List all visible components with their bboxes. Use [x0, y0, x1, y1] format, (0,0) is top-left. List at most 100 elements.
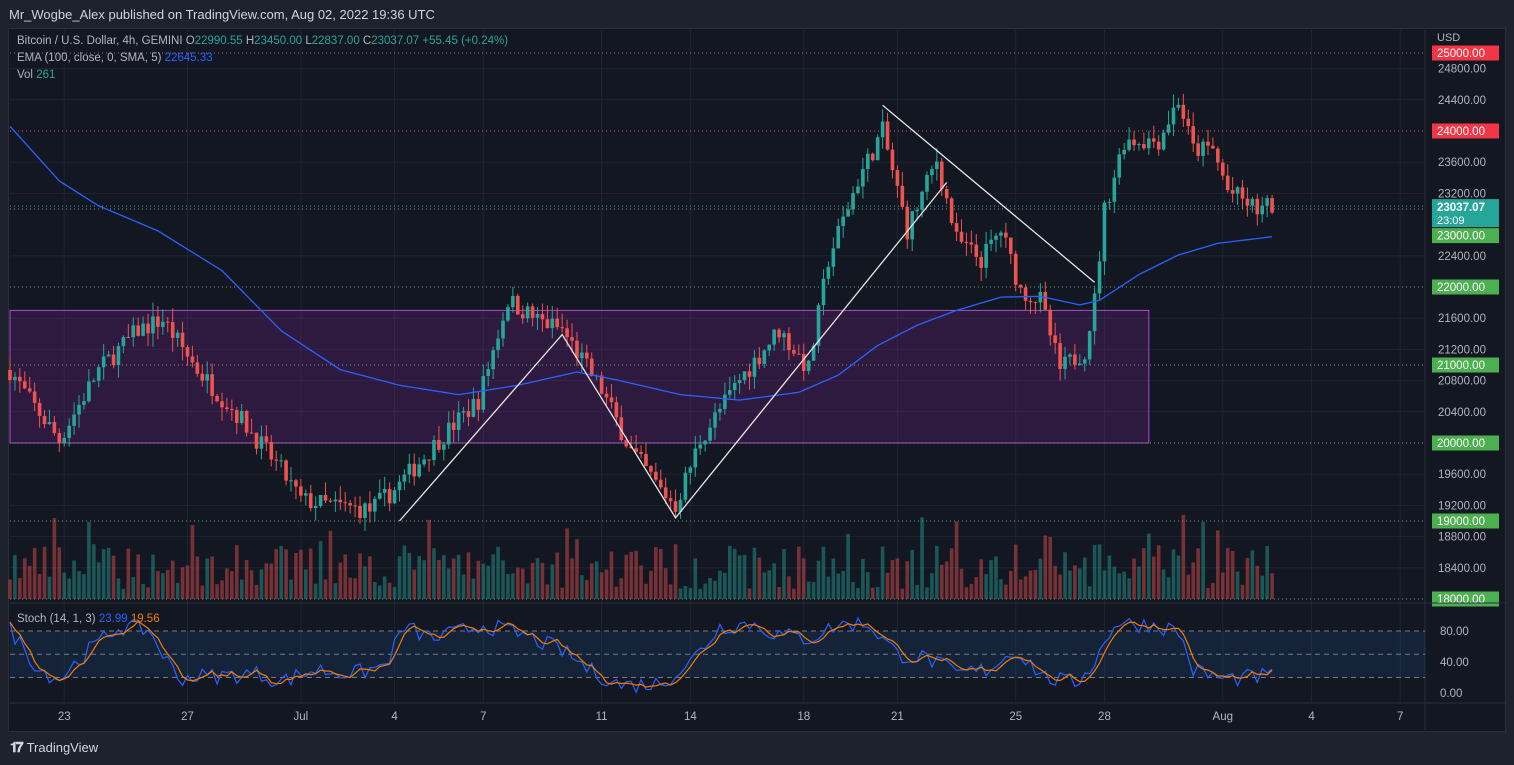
volume-bar: [742, 554, 747, 599]
candle-body: [1211, 145, 1215, 149]
volume-bar: [663, 568, 668, 599]
volume-bar: [1166, 577, 1171, 599]
candle-body: [353, 505, 357, 507]
candle-body: [831, 248, 836, 267]
candle-body: [210, 374, 214, 396]
volume-bar: [964, 587, 969, 599]
candle-body: [1038, 292, 1043, 303]
tradingview-logo[interactable]: 𝟏𝟕 TradingView: [10, 739, 99, 755]
volume-bar: [575, 539, 579, 599]
candle-body: [604, 393, 609, 398]
volume-bar: [777, 586, 781, 599]
volume-bar: [935, 545, 939, 599]
published-caption: Mr_Wogbe_Alex published on TradingView.c…: [9, 7, 435, 22]
volume-bar: [299, 549, 303, 599]
volume-bar: [1004, 584, 1008, 599]
volume-bar: [230, 571, 234, 599]
volume-bar: [42, 546, 47, 599]
volume-bar: [146, 587, 150, 599]
volume-bar: [333, 583, 338, 599]
volume-bar: [1181, 514, 1186, 599]
volume-legend[interactable]: Vol 261: [17, 69, 56, 81]
volume-bar: [1117, 573, 1122, 599]
candle-body: [856, 186, 860, 194]
volume-bar: [264, 563, 269, 599]
candle-body: [718, 408, 722, 413]
candle-body: [1028, 300, 1033, 303]
volume-bar: [851, 582, 855, 599]
volume-bar: [141, 584, 145, 599]
price-tick: 20400.00: [1438, 407, 1486, 419]
candle-body: [1008, 237, 1013, 254]
stoch-tick: 40.00: [1440, 657, 1469, 669]
stoch-legend[interactable]: Stoch (14, 1, 3) 23.99 19.56: [17, 613, 160, 625]
volume-bar: [580, 575, 584, 599]
stoch-tick: 0.00: [1440, 688, 1462, 700]
volume-bar: [1087, 586, 1092, 599]
candle-body: [313, 505, 318, 509]
candle-body: [343, 502, 348, 504]
candle-body: [18, 376, 22, 382]
volume-bar: [915, 584, 919, 599]
candle-body: [244, 410, 249, 433]
candle-body: [1004, 232, 1008, 238]
candle-body: [1191, 126, 1195, 144]
candle-body: [1087, 331, 1092, 360]
volume-bar: [165, 569, 170, 599]
volume-bar: [101, 549, 106, 599]
volume-bar: [535, 558, 540, 599]
volume-bar: [491, 554, 495, 599]
candle-body: [1220, 162, 1225, 176]
volume-bar: [432, 548, 436, 599]
candle-body: [165, 321, 170, 323]
candle-body: [121, 336, 126, 347]
price-chart[interactable]: USD 24800.00 24400.00 23600.00 23200.00 22400…: [0, 0, 1514, 735]
candle-body: [259, 436, 264, 449]
candle-body: [446, 422, 451, 445]
candle-body: [698, 444, 702, 449]
volume-bar: [870, 587, 875, 599]
volume-bar: [294, 552, 298, 599]
volume-bar: [1265, 546, 1269, 599]
candle-body: [634, 448, 638, 452]
volume-bar: [737, 555, 742, 599]
price-tick: 19200.00: [1438, 500, 1486, 512]
candle-body: [772, 329, 776, 345]
volume-bar: [239, 579, 244, 599]
candle-body: [511, 295, 515, 308]
ema-legend[interactable]: EMA (100, close, 0, SMA, 5) 22645.33: [17, 52, 213, 64]
volume-bar: [1225, 548, 1230, 599]
candle-body: [609, 397, 614, 403]
candle-body: [382, 488, 387, 493]
candle-body: [37, 402, 42, 416]
candle-body: [752, 357, 757, 377]
candle-body: [249, 432, 254, 434]
volume-bar: [772, 563, 776, 599]
candle-body: [762, 350, 767, 364]
volume-bar: [190, 525, 195, 599]
candle-body: [1176, 104, 1181, 108]
volume-bar: [126, 548, 131, 599]
candle-body: [52, 421, 57, 434]
candle-body: [846, 209, 850, 217]
time-tick: 23: [58, 711, 71, 723]
candle-body: [1082, 359, 1087, 364]
candle-body: [402, 474, 407, 482]
candle-body: [821, 278, 826, 306]
time-tick: 21: [891, 711, 904, 723]
volume-bar: [856, 587, 860, 599]
candle-body: [1166, 124, 1171, 133]
volume-bar: [634, 550, 638, 599]
volume-bar: [1220, 572, 1225, 599]
candle-body: [407, 463, 412, 475]
volume-bar: [1023, 576, 1028, 599]
volume-bar: [555, 552, 560, 599]
volume-bar: [1255, 565, 1260, 599]
candle-body: [732, 382, 737, 390]
volume-bar: [570, 558, 574, 599]
volume-bar: [254, 584, 259, 599]
level-tag: [1432, 45, 1499, 61]
price-tick: 22400.00: [1438, 251, 1486, 263]
chart-panel[interactable]: [8, 28, 1506, 732]
volume-bar: [234, 545, 239, 599]
